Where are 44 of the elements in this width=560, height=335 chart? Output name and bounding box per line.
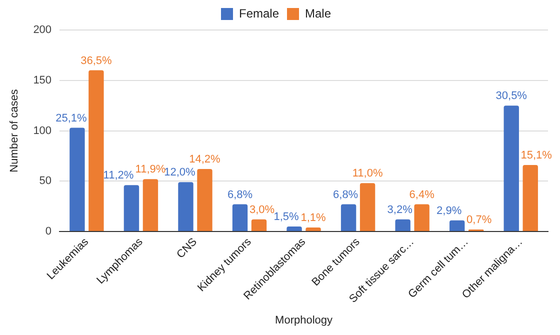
bar <box>395 219 410 232</box>
y-tick-label: 0 <box>45 226 52 238</box>
annotation: 2,9% <box>436 204 462 217</box>
bar <box>504 106 519 232</box>
bar <box>522 165 538 232</box>
x-axis-title: Morphology <box>275 314 334 326</box>
bar <box>178 182 194 232</box>
legend-label: Male <box>305 6 332 20</box>
annotation: 25,1% <box>56 112 88 124</box>
annotation: 3,0% <box>249 204 275 216</box>
annotation: 6,8% <box>227 188 253 201</box>
annotation: 0,7% <box>466 214 492 226</box>
annotation: 12,0% <box>164 166 196 179</box>
annotation: 15,1% <box>520 150 552 162</box>
bar <box>449 220 465 232</box>
legend-label: Female <box>238 6 280 20</box>
bar <box>286 226 302 232</box>
annotation: 30,5% <box>496 90 528 102</box>
annotation: 36,5% <box>80 54 112 67</box>
bar <box>414 204 430 232</box>
y-tick-label: 200 <box>33 24 52 36</box>
y-tick-label: 50 <box>39 175 52 188</box>
bar <box>70 128 85 232</box>
annotation: 1,1% <box>300 212 326 224</box>
y-tick-label: 100 <box>33 124 52 137</box>
y-axis-title: Number of cases <box>8 88 21 172</box>
bar <box>251 219 267 232</box>
bar <box>306 227 321 232</box>
annotation: 6,4% <box>409 188 435 201</box>
bar <box>360 183 376 232</box>
annotation: 3,2% <box>387 204 413 216</box>
y-tick-label: 150 <box>33 74 52 86</box>
annotation: 11,9% <box>135 164 166 176</box>
bar <box>88 70 104 232</box>
annotation: 14,2% <box>189 154 221 166</box>
bar <box>340 204 356 232</box>
annotation: 11,2% <box>103 170 134 182</box>
bar <box>124 185 140 232</box>
bar <box>197 169 212 232</box>
bar <box>232 204 248 232</box>
annotation: 1,5% <box>274 211 300 224</box>
bar <box>142 179 158 232</box>
annotation: 6,8% <box>333 188 358 201</box>
annotation: 11,0% <box>352 168 383 180</box>
